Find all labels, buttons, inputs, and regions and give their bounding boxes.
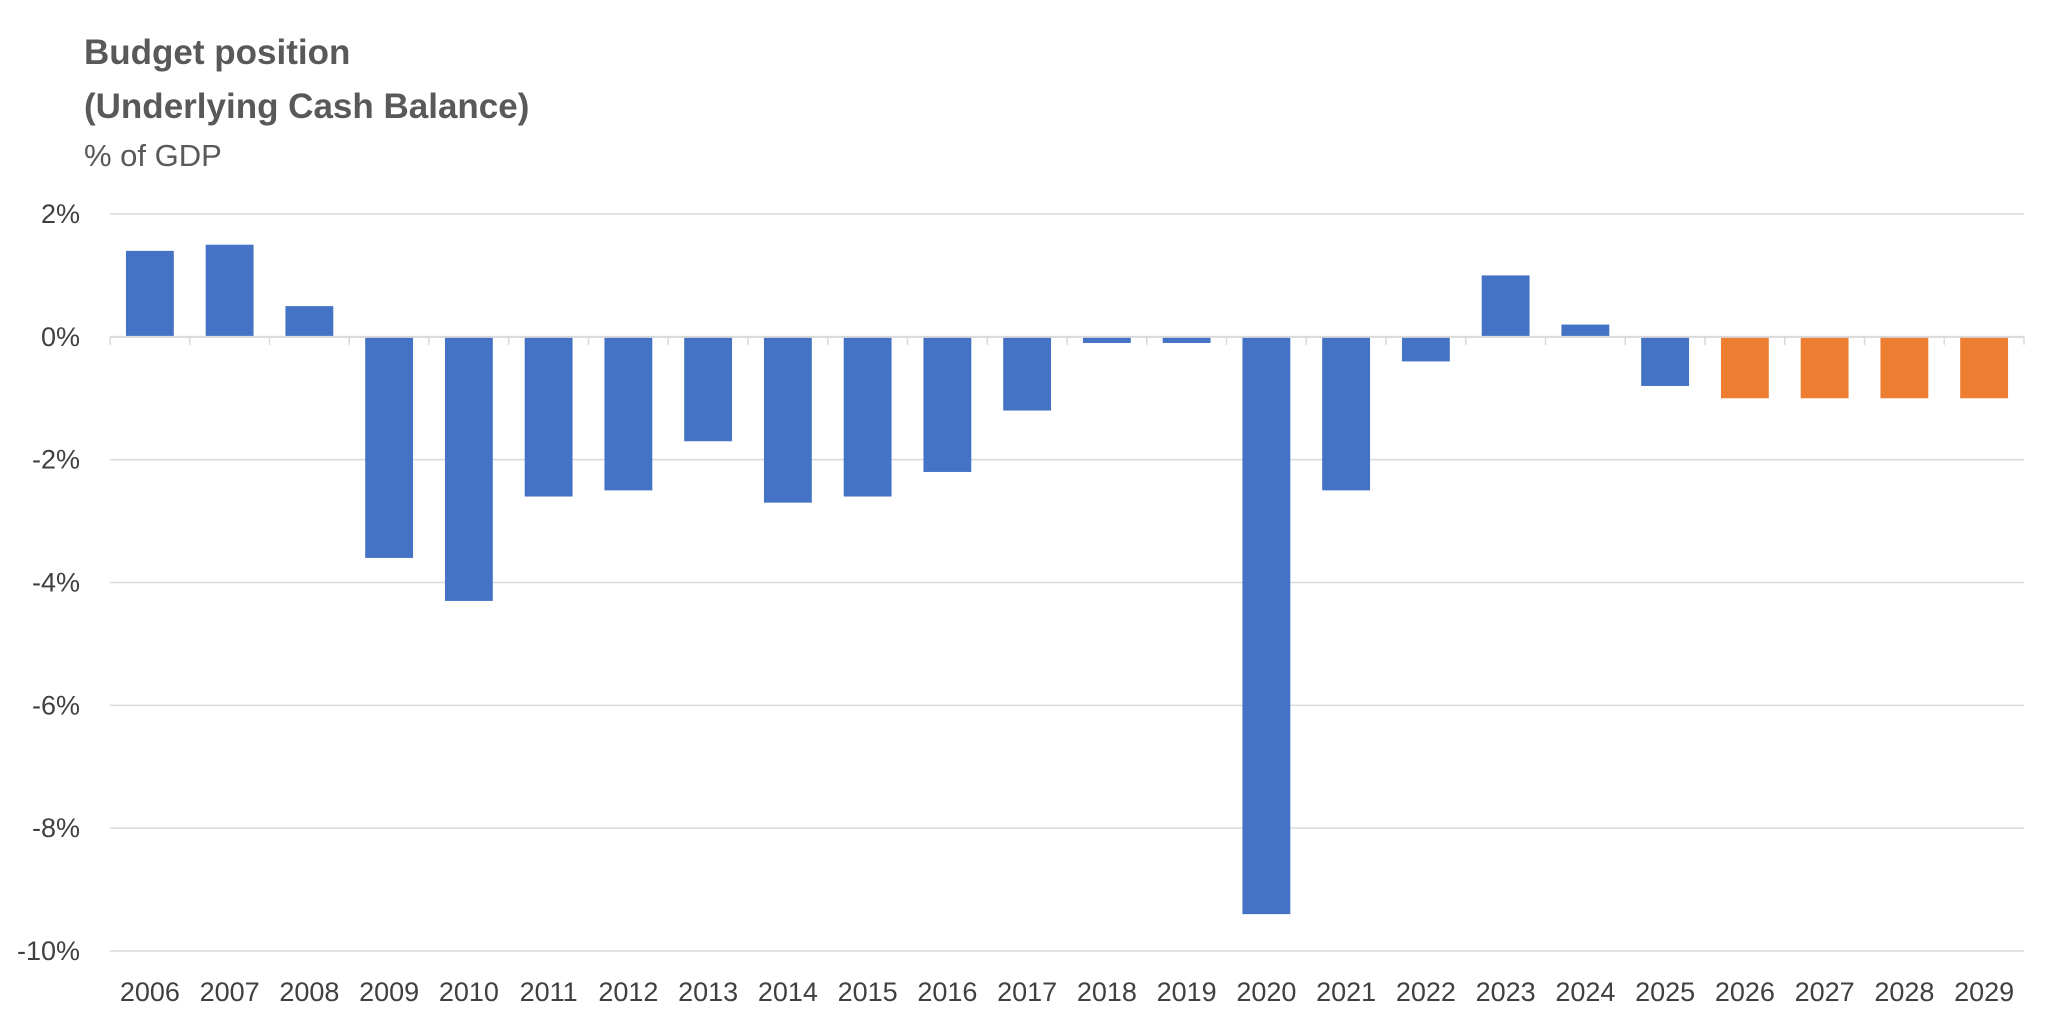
x-tick-label: 2013 [678,977,738,1007]
bar-2006 [125,250,174,337]
y-tick-label: 0% [41,322,80,352]
x-tick-label: 2024 [1555,977,1615,1007]
x-tick-label: 2018 [1077,977,1137,1007]
x-tick-label: 2025 [1635,977,1695,1007]
bar-2027 [1800,336,1849,399]
x-tick-label: 2029 [1954,977,2014,1007]
y-tick-label: -4% [32,568,80,598]
bar-2017 [1003,336,1052,411]
x-tick-label: 2022 [1396,977,1456,1007]
x-tick-label: 2020 [1236,977,1296,1007]
bar-2009 [365,336,414,558]
y-tick-label: -2% [32,445,80,475]
bar-2021 [1322,336,1371,491]
x-tick-label: 2007 [200,977,260,1007]
x-tick-label: 2009 [359,977,419,1007]
x-tick-label: 2017 [997,977,1057,1007]
bar-2015 [843,336,892,497]
bar-2018 [1082,336,1131,343]
x-tick-label: 2026 [1715,977,1775,1007]
x-tick-label: 2014 [758,977,818,1007]
y-axis-tick-labels: 2% 0% -2% -4% -6% -8% -10% [17,199,80,966]
bars [125,244,2009,915]
x-tick-label: 2012 [598,977,658,1007]
chart-title-block: Budget position (Underlying Cash Balance… [84,26,529,178]
x-tick-label: 2015 [838,977,898,1007]
y-tick-label: 2% [41,199,80,229]
x-tick-label: 2016 [917,977,977,1007]
bar-2010 [444,336,493,601]
gridlines [110,213,2024,952]
y-tick-label: -10% [17,936,80,966]
x-tick-label: 2010 [439,977,499,1007]
x-tick-label: 2028 [1874,977,1934,1007]
bar-2014 [763,336,812,503]
bar-2029 [1960,336,2009,399]
chart-title-line-2: (Underlying Cash Balance) [84,87,530,126]
bar-2008 [285,306,334,337]
bar-2020 [1242,336,1291,915]
y-tick-label: -6% [32,690,80,720]
chart-title: Budget position [84,33,351,72]
bar-2024 [1561,324,1610,337]
x-tick-label: 2008 [279,977,339,1007]
x-tick-label: 2027 [1795,977,1855,1007]
y-tick-label: -8% [32,813,80,843]
bar-2028 [1880,336,1929,399]
bar-2025 [1641,336,1690,386]
bar-2016 [923,336,972,472]
bar-2019 [1162,336,1211,343]
bar-2007 [205,244,254,337]
x-tick-label: 2021 [1316,977,1376,1007]
chart-subtitle: % of GDP [84,138,222,173]
x-tick-label: 2011 [520,977,578,1007]
x-tick-label: 2023 [1476,977,1536,1007]
bar-2011 [524,336,573,497]
bar-2023 [1481,275,1530,337]
x-tick-label: 2006 [120,977,180,1007]
x-tick-label: 2019 [1157,977,1217,1007]
x-axis [109,335,2025,345]
bar-2022 [1401,336,1450,362]
bar-2026 [1720,336,1769,399]
bar-2012 [604,336,653,491]
bar-2013 [684,336,733,442]
x-axis-tick-labels: 2006 2007 2008 2009 2010 2011 2012 2013 2014 2015… [120,977,2014,1007]
